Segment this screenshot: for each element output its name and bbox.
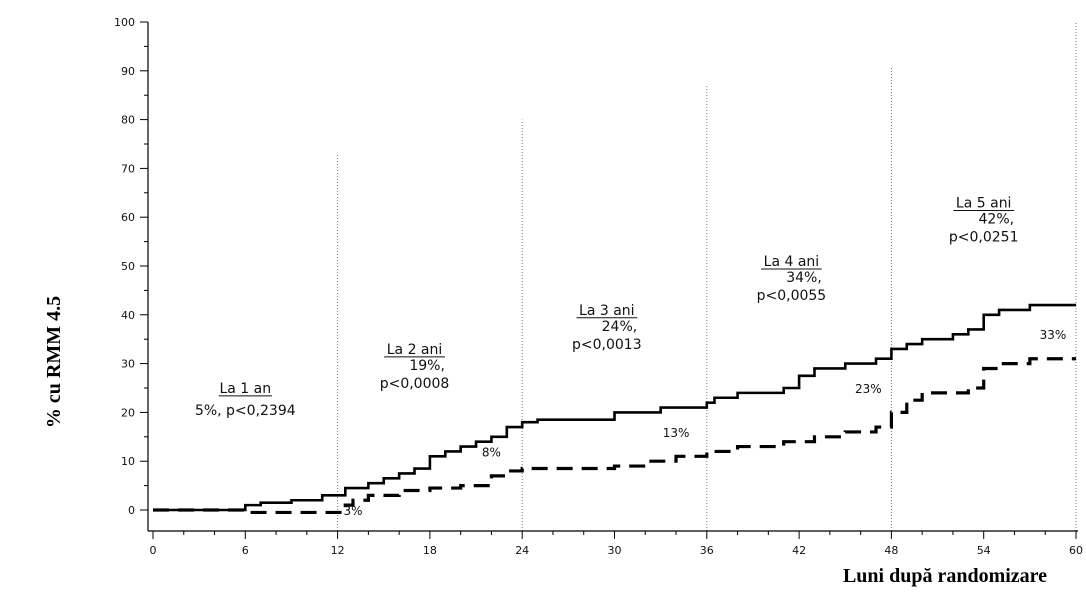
x-tick-label-9: 54 (977, 544, 991, 557)
dashed-label-3: 13% (663, 426, 690, 440)
annotation-title-3: La 3 ani (579, 303, 635, 319)
annotation-title-5: La 5 ani (956, 195, 1012, 211)
annotation-value-4: 34%, (786, 270, 822, 286)
x-tick-label-5: 30 (608, 544, 622, 557)
x-tick-label-8: 48 (884, 544, 898, 557)
y-tick-label-8: 80 (121, 114, 135, 127)
reference-lines (337, 22, 1077, 531)
dashed-label-4: 23% (855, 382, 882, 396)
x-tick-label-0: 0 (150, 544, 157, 557)
annotation-value-2: 19%, (409, 358, 445, 374)
y-tick-label-5: 50 (121, 260, 135, 273)
series-layer (153, 303, 1076, 515)
x-tick-label-6: 36 (700, 544, 714, 557)
annotation-title-4: La 4 ani (764, 254, 820, 270)
axes: 0 10 20 30 40 50 60 70 80 90 100 0 6 12 18 24 30 36 42 48 54… (114, 16, 1083, 557)
annotation-value-1: 5%, p<0,2394 (195, 403, 296, 419)
y-tick-label-6: 60 (121, 211, 135, 224)
y-tick-label-7: 70 (121, 162, 135, 175)
annotation-value-5: 42%, (979, 211, 1015, 227)
y-tick-label-10: 100 (114, 16, 135, 29)
dashed-label-1: 3% (343, 504, 362, 518)
x-tick-label-3: 18 (423, 544, 437, 557)
y-tick-label-2: 20 (121, 406, 135, 419)
x-tick-label-4: 24 (515, 544, 529, 557)
x-tick-label-2: 12 (331, 544, 345, 557)
y-tick-label-1: 10 (121, 455, 135, 468)
y-tick-label-4: 40 (121, 309, 135, 322)
annotation-title-1: La 1 an (219, 381, 271, 397)
series-solid-line (153, 303, 1076, 512)
x-tick-label-1: 6 (242, 544, 249, 557)
x-tick-label-7: 42 (792, 544, 806, 557)
y-tick-label-0: 0 (128, 504, 135, 517)
dashed-label-2: 8% (482, 445, 501, 459)
x-axis-title: Luni după randomizare (843, 565, 1047, 587)
dashed-label-5: 33% (1040, 328, 1067, 342)
annotation-pvalue-2: p<0,0008 (380, 376, 450, 392)
annotation-value-3: 24%, (602, 319, 638, 335)
annotation-pvalue-5: p<0,0251 (949, 229, 1019, 245)
y-axis-title: % cu RMM 4.5 (43, 296, 65, 428)
annotation-title-2: La 2 ani (387, 342, 443, 358)
x-tick-label-10: 60 (1069, 544, 1083, 557)
y-tick-label-9: 90 (121, 65, 135, 78)
annotation-pvalue-3: p<0,0013 (572, 337, 642, 353)
y-tick-label-3: 30 (121, 358, 135, 371)
annotation-pvalue-4: p<0,0055 (757, 288, 827, 304)
series-dashed-line (153, 357, 1076, 515)
